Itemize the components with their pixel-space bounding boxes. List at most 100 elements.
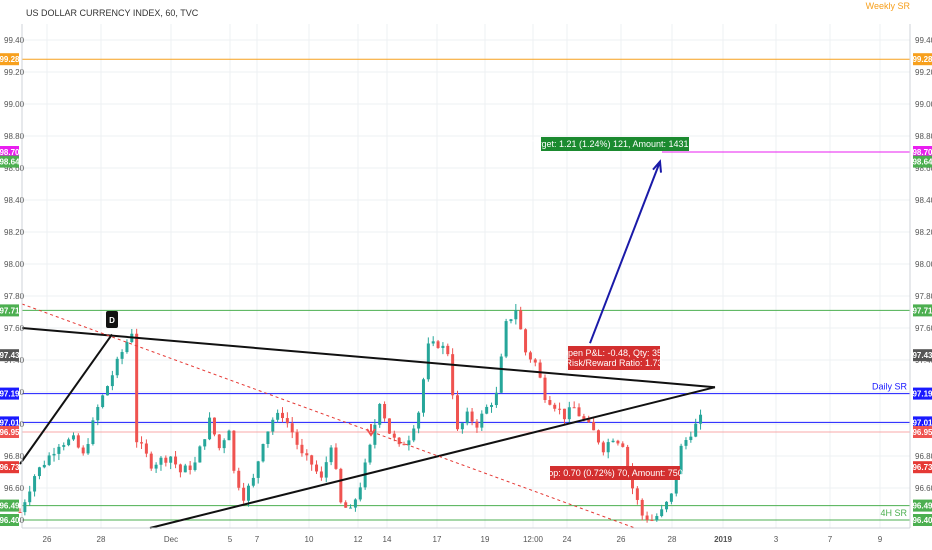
- right-price-tag-text: 97.01: [912, 418, 932, 427]
- candle-body: [417, 412, 421, 429]
- candle-body: [271, 419, 275, 432]
- right-price-tag-bg: [913, 499, 932, 512]
- candle-body: [164, 457, 168, 463]
- candle-body: [305, 453, 309, 456]
- candle-body: [669, 493, 673, 502]
- candle-body: [412, 428, 416, 441]
- candle-body: [154, 464, 158, 469]
- right-price-tag-bg: [913, 155, 932, 168]
- candle-body: [397, 437, 401, 445]
- right-price-tag-bg: [913, 53, 932, 66]
- y-tick-label-right: 97.80: [915, 292, 932, 301]
- left-price-tag-bg: [0, 146, 19, 158]
- candle-body: [475, 421, 479, 428]
- level-text: Daily SR: [872, 382, 908, 392]
- right-price-tag-text: 96.40: [912, 516, 932, 525]
- candle-body: [562, 408, 566, 420]
- candle-body: [494, 392, 498, 406]
- right-price-tag-bg: [913, 514, 932, 526]
- right-price-tag-bg: [913, 349, 932, 362]
- candle-body: [373, 424, 377, 445]
- y-tick-label-right: 99.20: [915, 68, 932, 77]
- candle-body: [106, 386, 109, 396]
- y-tick-label-right: 99.00: [915, 100, 932, 109]
- candle-body: [91, 420, 95, 445]
- candle-body: [310, 455, 314, 465]
- trendline-drawings: [19, 303, 716, 529]
- left-price-tag-bg: [0, 426, 19, 438]
- candle-body: [227, 430, 231, 441]
- left-price-tag-bg: [0, 514, 19, 526]
- annotations: D Target: 1.21 (1.24%) 121, Amount: 1431.…: [106, 137, 701, 480]
- right-price-tag-text: 98.64: [912, 158, 932, 167]
- candle-body: [198, 446, 202, 463]
- y-tick-label-left: 98.60: [4, 164, 25, 173]
- candle-body: [28, 491, 32, 503]
- candle-body: [115, 358, 119, 376]
- left-price-tag-text: 97.43: [0, 351, 20, 360]
- candle-body: [378, 403, 382, 425]
- x-tick-label: 5: [228, 535, 233, 544]
- candle-body: [679, 445, 683, 475]
- candle-body: [446, 345, 450, 355]
- left-price-tag-text: 98.64: [0, 158, 20, 167]
- candle-body: [266, 431, 270, 445]
- y-tick-label-left: 99.00: [4, 100, 25, 109]
- candle-body: [217, 434, 221, 449]
- candle-body: [548, 399, 552, 405]
- right-price-tag-text: 96.49: [912, 502, 932, 511]
- candle-body: [290, 423, 294, 433]
- candle-body: [120, 352, 124, 359]
- right-price-tag-bg: [913, 304, 932, 317]
- left-price-tag-bg: [0, 416, 19, 429]
- candle-body: [169, 456, 173, 463]
- candle-body: [514, 310, 518, 320]
- candle-body: [601, 442, 605, 453]
- stop-label-box: [550, 466, 680, 480]
- candle-body: [174, 456, 178, 465]
- x-tick-label: 24: [563, 535, 572, 544]
- x-tick-label: 26: [43, 535, 52, 544]
- candle-body: [383, 403, 387, 419]
- candle-body: [640, 499, 644, 516]
- candle-body: [665, 501, 669, 510]
- x-tick-label: 28: [668, 535, 677, 544]
- y-tick-label-right: 96.60: [915, 484, 932, 493]
- y-tick-label-right: 97.60: [915, 324, 932, 333]
- candle-body: [71, 435, 75, 440]
- candle-body: [519, 310, 523, 330]
- right-price-tag-text: 98.70: [912, 148, 932, 157]
- candle-body: [441, 345, 445, 348]
- candle-body: [315, 464, 319, 472]
- candle-body: [178, 464, 182, 473]
- candle-body: [159, 457, 163, 465]
- y-tick-label-right: 96.80: [915, 452, 932, 461]
- y-tick-label-left: 97.60: [4, 324, 25, 333]
- candle-body: [242, 487, 246, 501]
- candle-body: [509, 319, 513, 322]
- candle-body: [42, 464, 46, 468]
- y-tick-label-left: 98.00: [4, 260, 25, 269]
- candle-body: [524, 329, 528, 353]
- chart-grid: [22, 24, 910, 528]
- candle-body: [256, 461, 260, 478]
- candle-body: [67, 439, 71, 446]
- candle-body: [300, 444, 304, 454]
- candle-body: [402, 444, 406, 446]
- x-tick-label: 9: [878, 535, 883, 544]
- left-price-tag-text: 99.28: [0, 55, 20, 64]
- candle-body: [86, 444, 90, 454]
- candle-body: [232, 430, 236, 471]
- left-price-tag-text: 97.71: [0, 306, 20, 315]
- left-price-tag-text: 97.19: [0, 390, 20, 399]
- candle-body: [62, 445, 66, 447]
- candle-body: [329, 447, 333, 463]
- candle-body: [188, 465, 192, 470]
- left-price-tag-bg: [0, 349, 19, 362]
- candle-body: [368, 444, 372, 463]
- candle-body: [37, 467, 41, 477]
- d-marker-label: D: [109, 316, 115, 325]
- candle-body: [208, 417, 212, 440]
- pnl-label-text: Open P&L: -0.48, Qty: 357: [561, 348, 667, 358]
